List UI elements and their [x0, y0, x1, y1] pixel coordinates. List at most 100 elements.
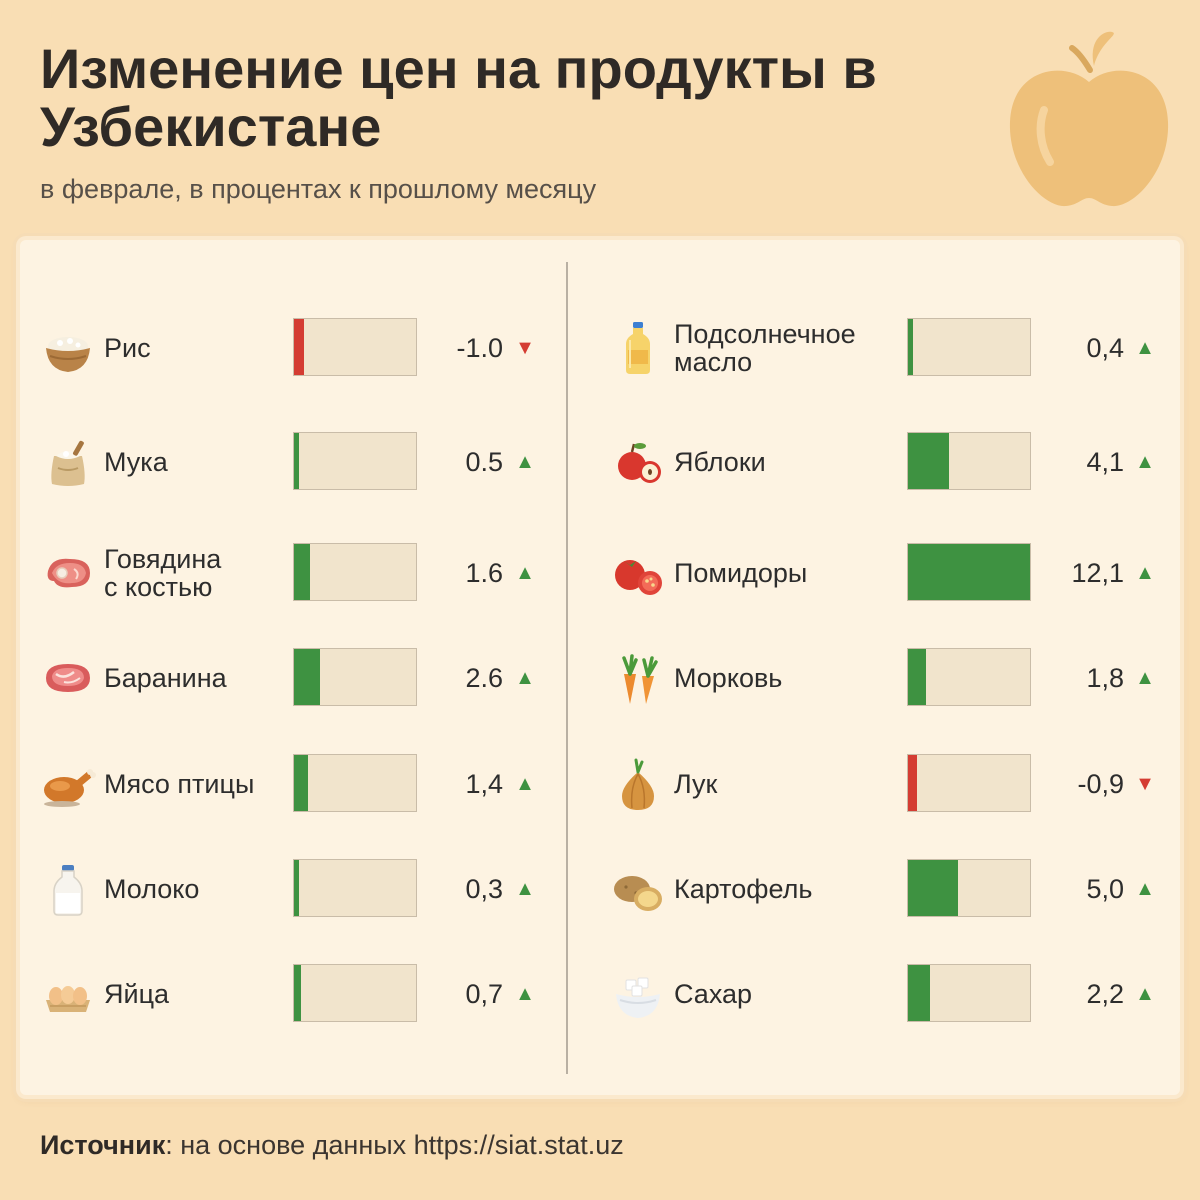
bar-row: Яйца 0,7 ▲	[20, 954, 1180, 1034]
bar-label: Баранина	[104, 663, 227, 693]
bar	[908, 319, 913, 375]
bar-row: Яблоки 4,1 ▲	[20, 422, 1180, 502]
bar-track	[907, 318, 1031, 376]
bar-track	[907, 859, 1031, 917]
bar	[294, 433, 300, 489]
oil-bottle-icon	[626, 322, 650, 374]
data-label: 1,4	[465, 768, 503, 799]
bar-row: Морковь 1,8 ▲	[20, 638, 1180, 718]
bar-track	[293, 432, 417, 490]
up-arrow-icon: ▲	[1135, 666, 1155, 689]
bar-track	[293, 648, 417, 706]
bar-track	[293, 964, 417, 1022]
bar-label: Сахар	[674, 979, 753, 1009]
data-label: 2.6	[465, 662, 503, 693]
source-text: : на основе данных https://siat.stat.uz	[165, 1130, 624, 1160]
bar-row: Помидоры 12,1 ▲	[20, 533, 1180, 613]
bar	[908, 755, 918, 811]
bar	[294, 649, 321, 705]
up-arrow-icon: ▲	[515, 772, 535, 795]
bar-label: Рис	[104, 333, 151, 363]
source-label: Источник	[40, 1130, 166, 1160]
data-label: -1.0	[456, 332, 503, 363]
bar-row: Лук -0,9 ▼	[20, 744, 1180, 824]
bar-row: Картофель 5,0 ▲	[20, 849, 1180, 929]
up-arrow-icon: ▲	[515, 982, 535, 1005]
flour-sack-icon	[51, 440, 85, 486]
eggs-icon	[46, 986, 90, 1012]
bar-row: Мясо птицы 1,4 ▲	[20, 744, 1180, 824]
bar-track	[293, 318, 417, 376]
bar	[294, 319, 305, 375]
bar-label: Картофель	[674, 874, 813, 904]
beef-steak-icon	[47, 558, 90, 588]
data-label: -0,9	[1077, 768, 1124, 799]
bar-track	[907, 543, 1031, 601]
data-label: 0,7	[465, 978, 503, 1009]
data-label: 4,1	[1086, 446, 1124, 477]
data-label: 0.5	[465, 446, 503, 477]
sugar-bowl-icon	[616, 977, 660, 1018]
bar-label: Яблоки	[674, 447, 766, 477]
bar-label: Лук	[674, 769, 718, 799]
up-arrow-icon: ▲	[515, 666, 535, 689]
rice-bowl-icon	[46, 337, 90, 372]
lamb-meat-icon	[46, 664, 90, 692]
up-arrow-icon: ▲	[1135, 561, 1155, 584]
bar-label: Подсолнечное масло	[674, 319, 856, 377]
data-label: 0,3	[465, 873, 503, 904]
bar	[294, 544, 311, 600]
bar	[294, 860, 299, 916]
source-note: Источник: на основе данных https://siat.…	[40, 1130, 624, 1161]
bar-track	[907, 432, 1031, 490]
page-title: Изменение цен на продукты в Узбекистане	[40, 37, 877, 158]
chart-panel: Рис -1.0 ▼ Мука 0.5 ▲ Говядина с костью 1.6 ▲ Бар…	[20, 240, 1180, 1095]
bar-label: Помидоры	[674, 558, 808, 588]
bar-row: Мука 0.5 ▲	[20, 422, 1180, 502]
up-arrow-icon: ▲	[1135, 450, 1155, 473]
roast-chicken-icon	[44, 769, 96, 807]
carrots-icon	[622, 654, 658, 704]
bar-label: Говядина с костью	[104, 544, 222, 602]
page-subtitle: в феврале, в процентах к прошлому месяцу	[40, 174, 597, 204]
bar-label: Морковь	[674, 663, 783, 693]
milk-bottle-icon	[53, 865, 83, 916]
bar	[908, 649, 927, 705]
bar	[908, 544, 1030, 600]
apple-decoration-icon	[1009, 31, 1169, 207]
bar-row: Рис -1.0 ▼	[20, 308, 1180, 388]
bar-row: Сахар 2,2 ▲	[20, 954, 1180, 1034]
bar-row: Подсолнечное масло 0,4 ▲	[20, 308, 1180, 388]
down-arrow-icon: ▼	[515, 336, 535, 359]
bar-row: Говядина с костью 1.6 ▲	[20, 533, 1180, 613]
bar-label: Молоко	[104, 874, 200, 904]
bar-row: Баранина 2.6 ▲	[20, 638, 1180, 718]
apples-icon	[618, 443, 661, 483]
bar-label: Мука	[104, 447, 168, 477]
down-arrow-icon: ▼	[1135, 772, 1155, 795]
up-arrow-icon: ▲	[515, 450, 535, 473]
data-label: 2,2	[1086, 978, 1124, 1009]
bar-track	[907, 754, 1031, 812]
bar-track	[907, 964, 1031, 1022]
onion-icon	[622, 758, 654, 810]
data-label: 0,4	[1086, 332, 1124, 363]
bar	[908, 860, 959, 916]
bar-track	[293, 543, 417, 601]
bar-row: Молоко 0,3 ▲	[20, 849, 1180, 929]
potatoes-icon	[614, 876, 662, 911]
data-label: 1.6	[465, 557, 503, 588]
data-label: 12,1	[1071, 557, 1124, 588]
bar-label: Яйца	[104, 979, 170, 1009]
up-arrow-icon: ▲	[1135, 982, 1155, 1005]
bar-label: Мясо птицы	[104, 769, 255, 799]
up-arrow-icon: ▲	[515, 561, 535, 584]
bar-track	[907, 648, 1031, 706]
up-arrow-icon: ▲	[1135, 336, 1155, 359]
data-label: 5,0	[1086, 873, 1124, 904]
bar	[908, 433, 950, 489]
column-divider	[566, 262, 568, 1074]
bar	[294, 965, 302, 1021]
up-arrow-icon: ▲	[515, 877, 535, 900]
up-arrow-icon: ▲	[1135, 877, 1155, 900]
